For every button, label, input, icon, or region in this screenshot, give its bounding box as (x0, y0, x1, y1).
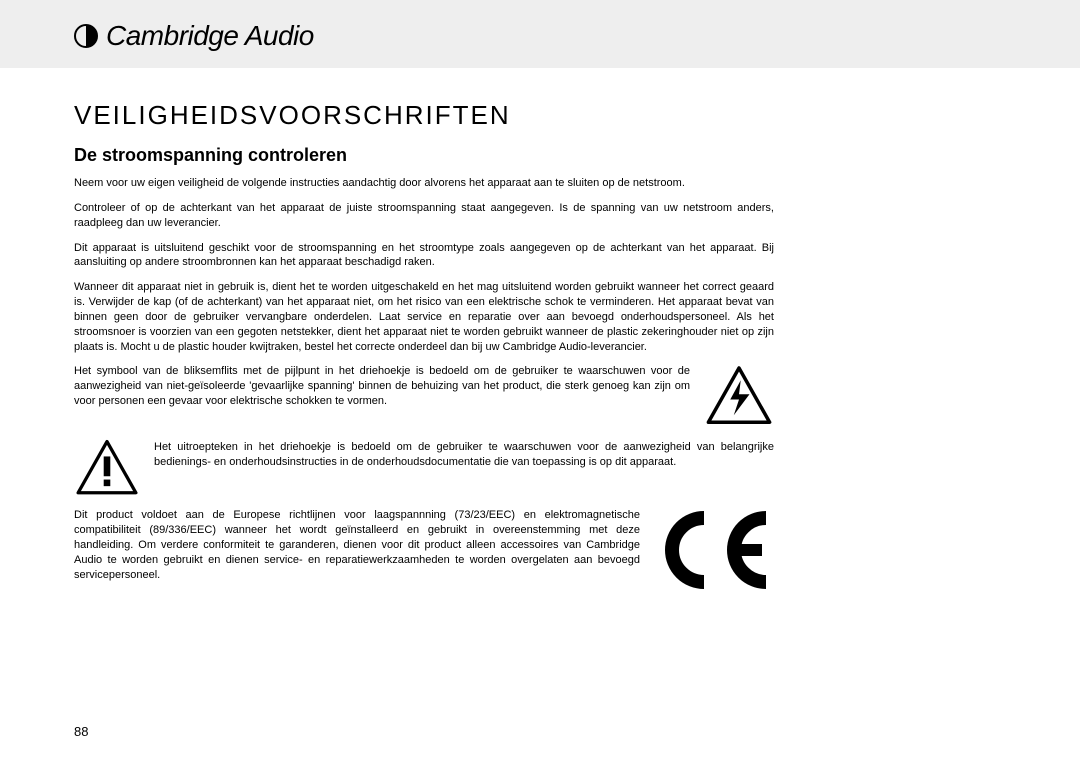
paragraph-2: Controleer of op de achterkant van het a… (74, 201, 774, 231)
section-subtitle: De stroomspanning controleren (74, 145, 774, 166)
brand-logo: Cambridge Audio (74, 20, 314, 52)
lightning-triangle-icon (704, 364, 774, 428)
lightning-warning-row: Het symbool van de bliksemflits met de p… (74, 364, 774, 428)
caution-warning-row: Het uitroepteken in het driehoekje is be… (74, 438, 774, 498)
brand-name: Cambridge Audio (106, 20, 314, 52)
paragraph-6: Het uitroepteken in het driehoekje is be… (154, 438, 774, 470)
content-area: VEILIGHEIDSVOORSCHRIFTEN De stroomspanni… (74, 100, 774, 592)
paragraph-4: Wanneer dit apparaat niet in gebruik is,… (74, 280, 774, 354)
page-title: VEILIGHEIDSVOORSCHRIFTEN (74, 100, 774, 131)
paragraph-7: Dit product voldoet aan de Europese rich… (74, 508, 640, 582)
page-number: 88 (74, 724, 88, 739)
ce-mark-icon (654, 508, 774, 592)
ce-compliance-row: Dit product voldoet aan de Europese rich… (74, 508, 774, 592)
brand-logo-icon (74, 24, 98, 48)
paragraph-1: Neem voor uw eigen veiligheid de volgend… (74, 176, 774, 191)
paragraph-3: Dit apparaat is uitsluitend geschikt voo… (74, 241, 774, 271)
paragraph-5: Het symbool van de bliksemflits met de p… (74, 364, 690, 409)
caution-triangle-icon (74, 438, 140, 498)
